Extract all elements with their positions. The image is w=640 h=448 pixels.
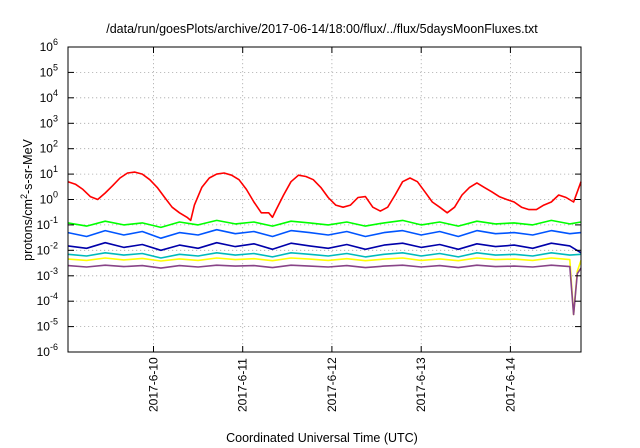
y-tick-label: 101 xyxy=(40,164,58,181)
grid-lines xyxy=(68,47,581,352)
y-tick-label: 10-3 xyxy=(37,266,58,283)
y-tick-label: 105 xyxy=(40,62,58,79)
x-tick-label: 2017-6-13 xyxy=(414,357,428,412)
y-tick-label-exponent: -2 xyxy=(50,240,58,250)
axis-ticks xyxy=(68,46,581,353)
y-tick-label-base: 10 xyxy=(40,167,54,181)
y-tick-label: 10-5 xyxy=(37,317,58,334)
y-tick-label-base: 10 xyxy=(37,294,51,308)
y-tick-label-base: 10 xyxy=(37,320,51,334)
y-tick-label: 103 xyxy=(40,113,58,130)
y-tick-label-exponent: -1 xyxy=(50,215,58,225)
y-tick-label: 100 xyxy=(40,190,58,207)
series-group xyxy=(67,171,582,316)
x-tick-label: 2017-6-12 xyxy=(325,357,339,412)
series-line-2 xyxy=(67,219,582,229)
plot-frame xyxy=(67,46,582,353)
y-tick-label: 104 xyxy=(40,88,58,105)
x-tick-labels: 2017-6-10 2017-6-11 2017-6-12 2017-6-13 2017… xyxy=(147,357,518,412)
y-tick-label: 102 xyxy=(40,139,58,156)
y-tick-label-base: 10 xyxy=(37,345,51,359)
y-axis-title-main: protons/cm xyxy=(21,199,35,261)
series-line-6 xyxy=(67,257,582,316)
y-tick-label: 10-1 xyxy=(37,215,58,232)
series-line-3 xyxy=(67,228,582,239)
y-tick-label-exponent: -5 xyxy=(50,317,58,327)
y-tick-label-exponent: 4 xyxy=(53,88,58,98)
y-tick-label: 10-6 xyxy=(37,342,58,359)
x-tick-label: 2017-6-11 xyxy=(236,358,250,412)
y-tick-label-base: 10 xyxy=(40,40,54,54)
y-tick-label-base: 10 xyxy=(40,116,54,130)
y-tick-label-exponent: 2 xyxy=(53,139,58,149)
y-tick-label-exponent: 5 xyxy=(53,62,58,72)
y-tick-label-base: 10 xyxy=(37,218,51,232)
x-axis-title: Coordinated Universal Time (UTC) xyxy=(226,431,418,445)
y-tick-label-exponent: -4 xyxy=(50,291,58,301)
y-axis-title-rest: -s-sr-MeV xyxy=(21,138,35,194)
series-line-7 xyxy=(67,264,582,316)
y-tick-label-exponent: 0 xyxy=(53,190,58,200)
series-line-5 xyxy=(67,252,582,259)
y-tick-label-base: 10 xyxy=(40,91,54,105)
y-tick-label-base: 10 xyxy=(40,193,54,207)
y-tick-label-exponent: 3 xyxy=(53,113,58,123)
x-tick-label: 2017-6-14 xyxy=(503,357,517,412)
y-tick-label-exponent: 6 xyxy=(53,37,58,47)
y-tick-labels: 10-610-510-410-310-210-11001011021031041… xyxy=(37,37,58,359)
y-tick-label-base: 10 xyxy=(40,142,54,156)
chart-title: /data/run/goesPlots/archive/2017-06-14/1… xyxy=(106,22,538,36)
y-tick-label-exponent: -6 xyxy=(50,342,58,352)
y-axis-title: protons/cm2-s-sr-MeV xyxy=(19,138,35,260)
series-line-4 xyxy=(67,241,582,254)
y-tick-label-base: 10 xyxy=(37,243,51,257)
y-axis-title-sup: 2 xyxy=(19,194,29,199)
series-line-1 xyxy=(67,171,582,222)
y-tick-label: 10-2 xyxy=(37,240,58,257)
x-tick-label: 2017-6-10 xyxy=(147,357,161,412)
y-tick-label: 10-4 xyxy=(37,291,58,308)
y-tick-label-exponent: -3 xyxy=(50,266,58,276)
y-tick-label: 106 xyxy=(40,37,58,54)
y-tick-label-base: 10 xyxy=(37,269,51,283)
y-tick-label-base: 10 xyxy=(40,65,54,79)
y-tick-label-exponent: 1 xyxy=(53,164,58,174)
